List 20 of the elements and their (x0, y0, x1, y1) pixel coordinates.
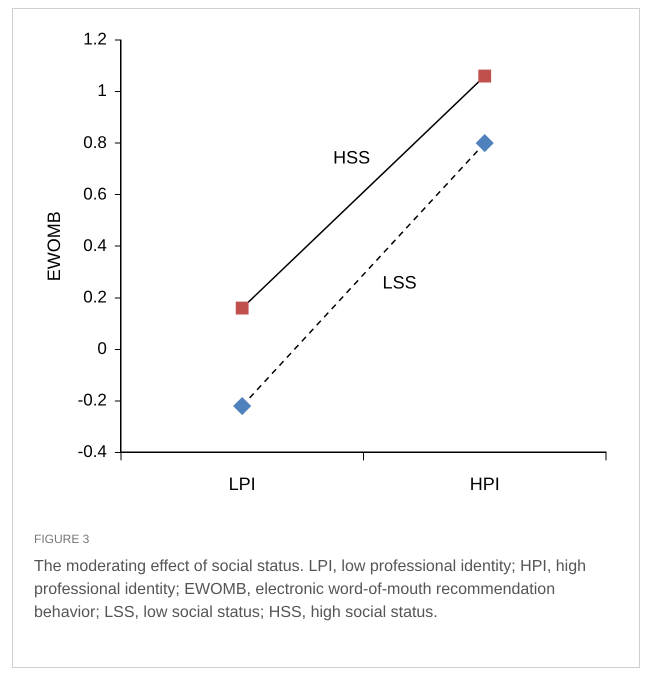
y-tick-label: 0.8 (83, 132, 107, 152)
x-tick-label: LPI (228, 474, 256, 494)
series-label: HSS (333, 147, 370, 168)
y-tick-label: 0.6 (83, 184, 107, 204)
y-tick-label: 0.4 (83, 236, 107, 255)
series-label: LSS (382, 272, 417, 292)
y-tick-label: -0.2 (78, 390, 107, 410)
point (233, 397, 251, 415)
point (236, 302, 249, 314)
y-tick-label: 1 (97, 81, 107, 100)
text: The moderating effect of social status. LPI, low professional identity; HPI, high professional identity; EWOMB, electronic word-of-mouth recommendation behavior; LSS, low social status; HSS, high social status. (34, 557, 587, 623)
caption: FIGURE 3 (34, 531, 90, 548)
y-tick-label: 1.2 (83, 30, 107, 49)
x-tick-label: HPI (470, 474, 500, 494)
point (476, 134, 494, 152)
y-tick-label: 0 (97, 338, 107, 358)
y-tick-label: 0.2 (83, 287, 107, 306)
y-tick-label: -0.4 (78, 442, 107, 462)
y-axis-title: EWOMB (44, 211, 64, 282)
point (478, 70, 492, 82)
